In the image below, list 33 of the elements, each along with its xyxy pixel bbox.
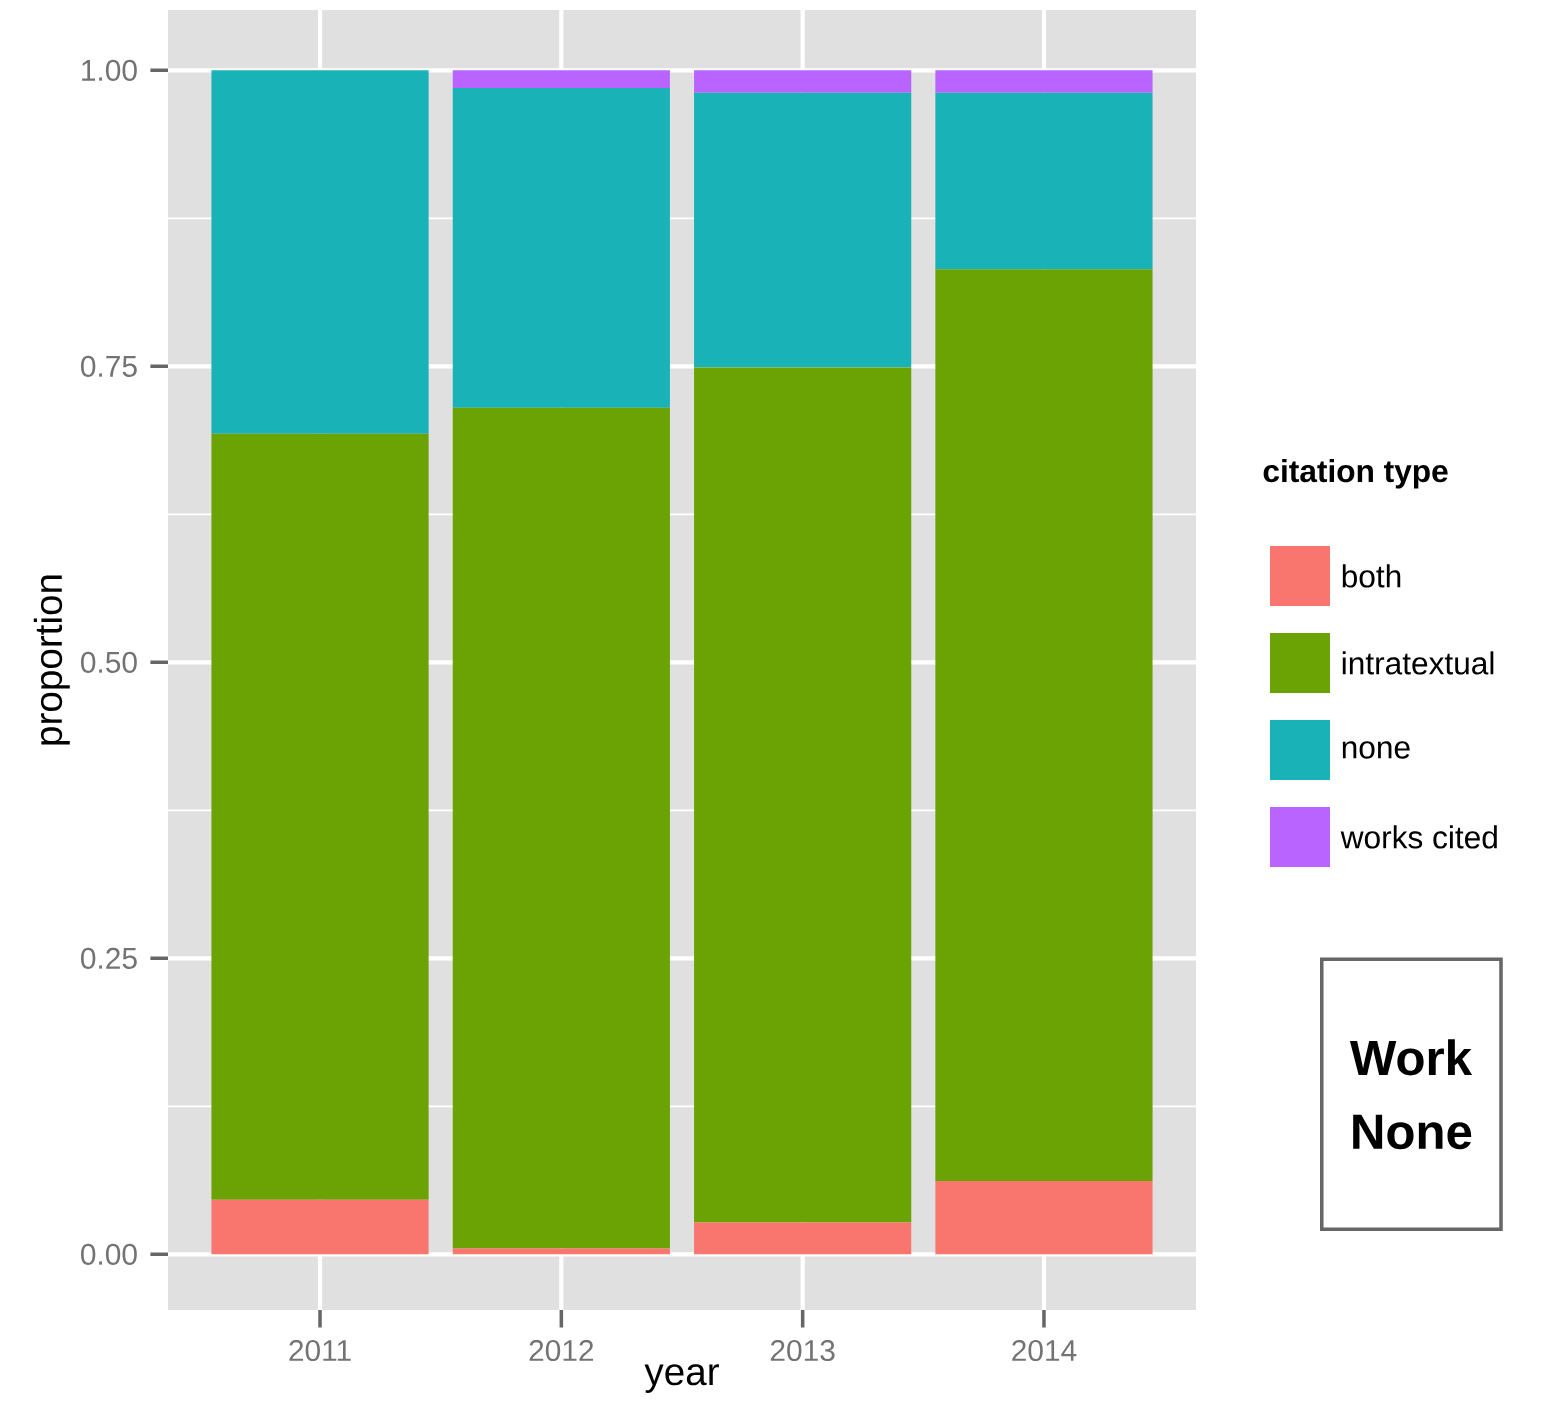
y-axis-title: proportion bbox=[33, 575, 70, 745]
legend-label: both bbox=[1342, 564, 1401, 588]
legend-label: none bbox=[1342, 741, 1410, 759]
x-tick-label: 2013 bbox=[770, 1340, 835, 1362]
y-tick-label: 1.00 bbox=[82, 59, 137, 81]
legend-title: citation type bbox=[1263, 459, 1448, 489]
x-tick-label: 2012 bbox=[529, 1340, 594, 1362]
x-axis-title: year bbox=[644, 1364, 719, 1393]
bar bbox=[694, 367, 912, 1223]
bar bbox=[935, 70, 1153, 93]
bar bbox=[452, 407, 670, 1249]
bar bbox=[211, 1199, 429, 1255]
bar bbox=[452, 70, 670, 89]
bar bbox=[935, 92, 1153, 270]
x-tick-label: 2014 bbox=[1012, 1340, 1077, 1362]
bar bbox=[694, 1222, 912, 1255]
bar bbox=[211, 70, 429, 434]
bar bbox=[935, 1180, 1153, 1255]
bar bbox=[935, 269, 1153, 1181]
bar bbox=[452, 88, 670, 408]
legend-label: intratextual bbox=[1342, 651, 1494, 675]
y-tick-label: 0.50 bbox=[81, 651, 137, 673]
bar bbox=[694, 70, 912, 93]
y-tick-label: 0.75 bbox=[81, 355, 137, 377]
bar bbox=[694, 92, 912, 368]
legend-label: works cited bbox=[1340, 825, 1497, 849]
y-tick-label: 0.25 bbox=[81, 947, 137, 969]
y-tick-label: 0.00 bbox=[81, 1243, 137, 1265]
x-tick-label: 2011 bbox=[289, 1340, 351, 1362]
text: None bbox=[1353, 1114, 1472, 1150]
text: Work bbox=[1349, 1039, 1473, 1076]
bar bbox=[211, 433, 429, 1200]
bar bbox=[452, 1248, 670, 1255]
